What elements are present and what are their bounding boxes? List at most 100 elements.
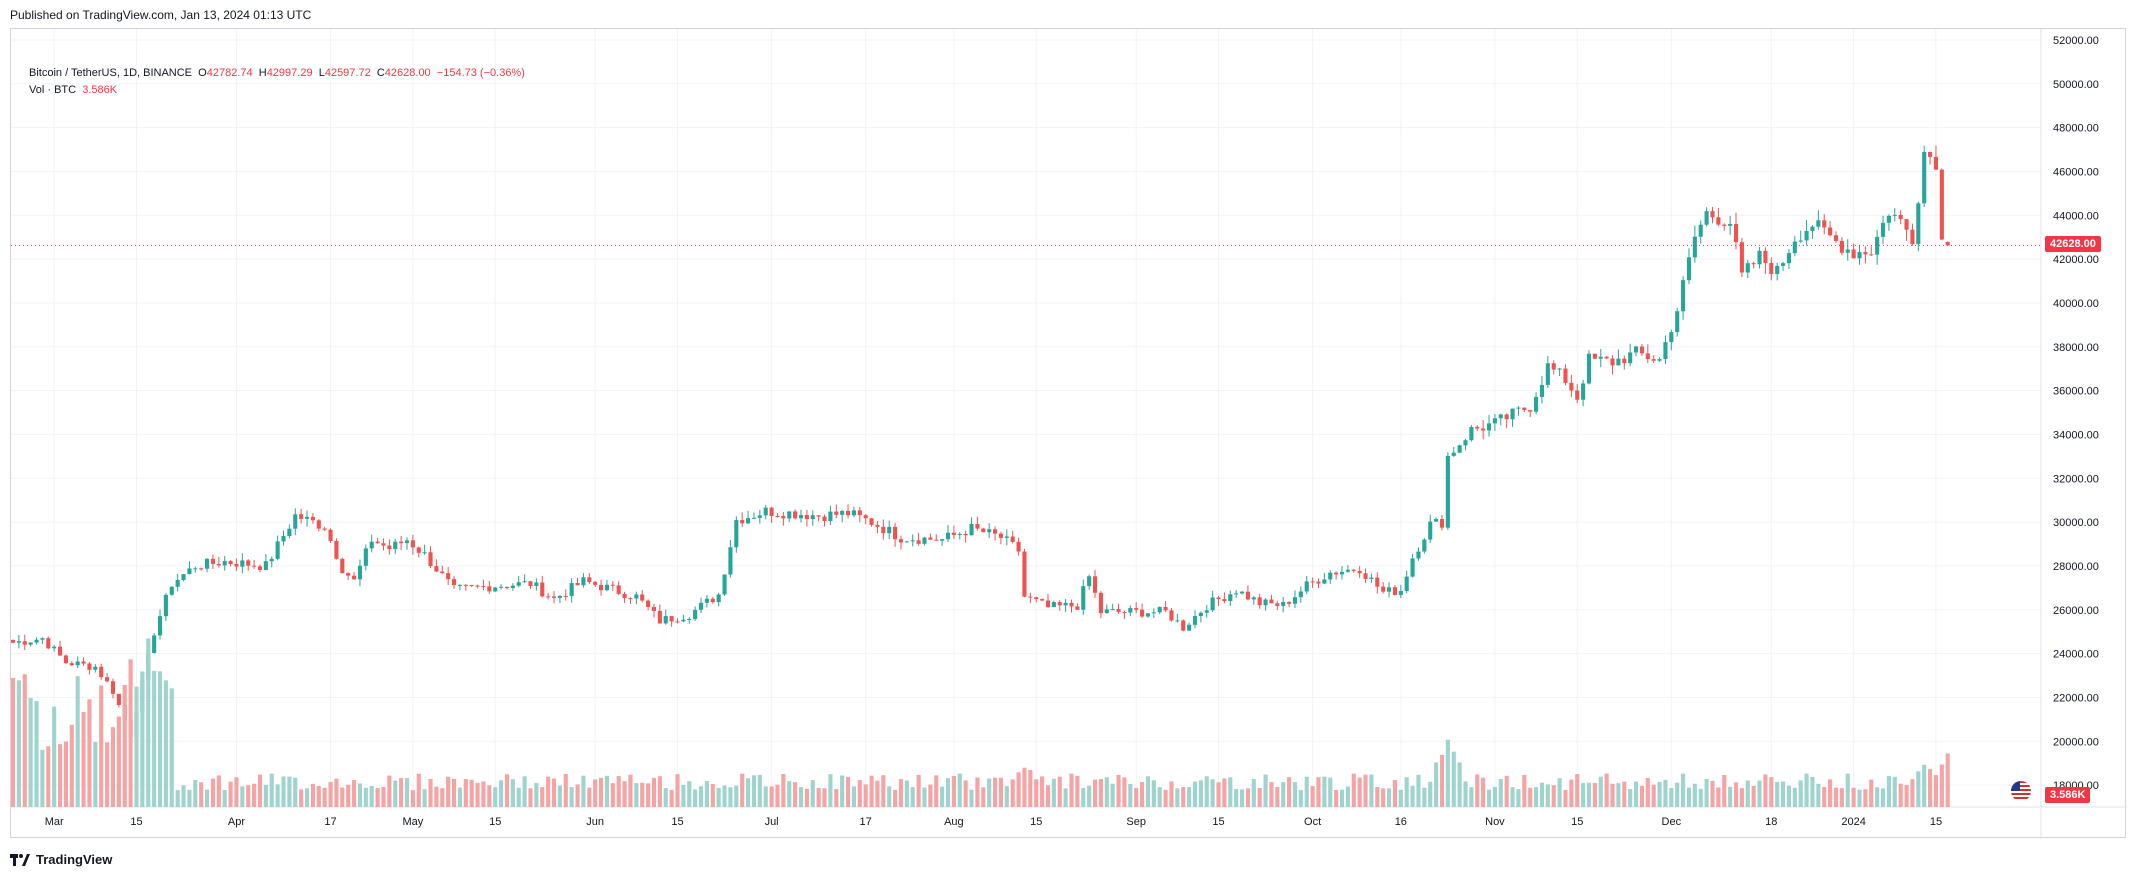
chart-canvas[interactable]: 18000.0020000.0022000.0024000.0026000.00… [11,29,2127,839]
volume-bar [1051,778,1056,807]
candle-body [840,510,845,515]
candle-body [216,563,221,566]
volume-bar [793,782,798,807]
candle-body [1704,211,1709,225]
candle-body [1581,383,1586,400]
candle-body [40,638,45,640]
volume-bar [281,776,286,807]
x-tick-label: 15 [1030,816,1042,828]
candle-body [1322,579,1327,584]
volume-bar [1651,784,1656,807]
legend-symbol[interactable]: Bitcoin / TetherUS, 1D, BINANCE [29,67,193,79]
candle-body [1763,250,1768,264]
volume-bar [822,788,827,807]
candle-body [1628,352,1633,364]
chart-frame[interactable]: 18000.0020000.0022000.0024000.0026000.00… [10,28,2127,839]
volume-bar [116,716,121,807]
y-tick-label: 48000.00 [2053,123,2099,135]
volume-bar [516,787,521,807]
y-tick-label: 28000.00 [2053,561,2099,573]
volume-bar [152,670,157,807]
volume-bar [1716,787,1721,807]
candle-body [1334,572,1339,575]
candle-body [1439,519,1445,528]
legend-volume-label[interactable]: Vol · BTC [29,84,77,96]
x-tick-label: 17 [860,816,872,828]
volume-bar [528,788,533,807]
candle-body [210,558,215,564]
x-tick-label: 16 [1395,816,1407,828]
candle-body [157,616,163,636]
candle-body [1757,250,1762,265]
volume-bar [1387,788,1392,807]
volume-bar [1251,779,1256,807]
candle-body [1092,576,1098,593]
volume-bar [1557,778,1562,807]
candle-body [440,571,445,574]
candle-body [1022,551,1027,597]
candle-body [1251,597,1256,600]
candle-body [1828,227,1833,236]
candle-body [1498,414,1503,419]
candle-body [75,661,80,666]
volume-bar [1704,778,1709,807]
volume-bar [1916,771,1921,807]
candle-body [22,641,27,645]
candle-body [428,552,433,567]
candle-body [769,507,774,516]
y-tick-label: 44000.00 [2053,210,2099,222]
candle-body [775,515,780,517]
volume-bar [393,780,398,807]
candle-body [152,635,157,654]
x-tick-label: 17 [324,816,336,828]
volume-bar [1034,779,1039,807]
candle-body [1604,356,1609,359]
volume-bar [1710,780,1715,807]
volume-bar [1833,787,1839,807]
candle-body [1028,596,1033,598]
candle-body [993,529,998,534]
x-tick-label: Jun [586,816,604,828]
x-tick-label: Sep [1126,816,1146,828]
volume-bar [651,777,657,807]
volume-bar [1875,787,1880,807]
candle-body [1392,587,1397,595]
candle-body [1586,353,1592,384]
volume-bar [628,774,633,807]
candle-body [575,583,580,586]
candle-body [1110,609,1115,611]
volume-bar [1116,774,1121,807]
candle-body [87,663,92,670]
volume-bar [1816,783,1821,807]
candle-body [446,573,451,580]
last-price-badge: 42628.00 [2045,236,2101,253]
volume-bar [199,782,204,807]
volume-bar [669,789,674,807]
volume-bar [857,779,862,807]
volume-bar [1022,767,1027,807]
volume-bar [1628,789,1633,807]
volume-bar [1392,779,1397,807]
candle-body [205,558,210,569]
volume-bar [828,774,833,807]
candle-body [1728,223,1733,226]
volume-bar [1657,781,1662,807]
candle-body [263,561,268,570]
volume-bar [240,786,245,807]
candle-body [1287,601,1292,604]
candle-body [681,619,686,622]
candle-body [693,609,698,620]
legend-low-label: L [318,67,325,79]
candle-body [863,515,868,519]
candle-body [493,587,498,592]
volume-bar [916,774,921,807]
volume-bar [193,779,198,807]
brand-name[interactable]: TradingView [36,852,113,867]
candle-body [1310,581,1315,583]
candle-body [499,586,504,588]
volume-bar [1069,773,1074,807]
tradingview-logo-icon[interactable] [10,853,30,866]
us-flag-icon[interactable] [2011,781,2031,801]
volume-bar [1786,785,1791,807]
candle-body [869,518,874,525]
